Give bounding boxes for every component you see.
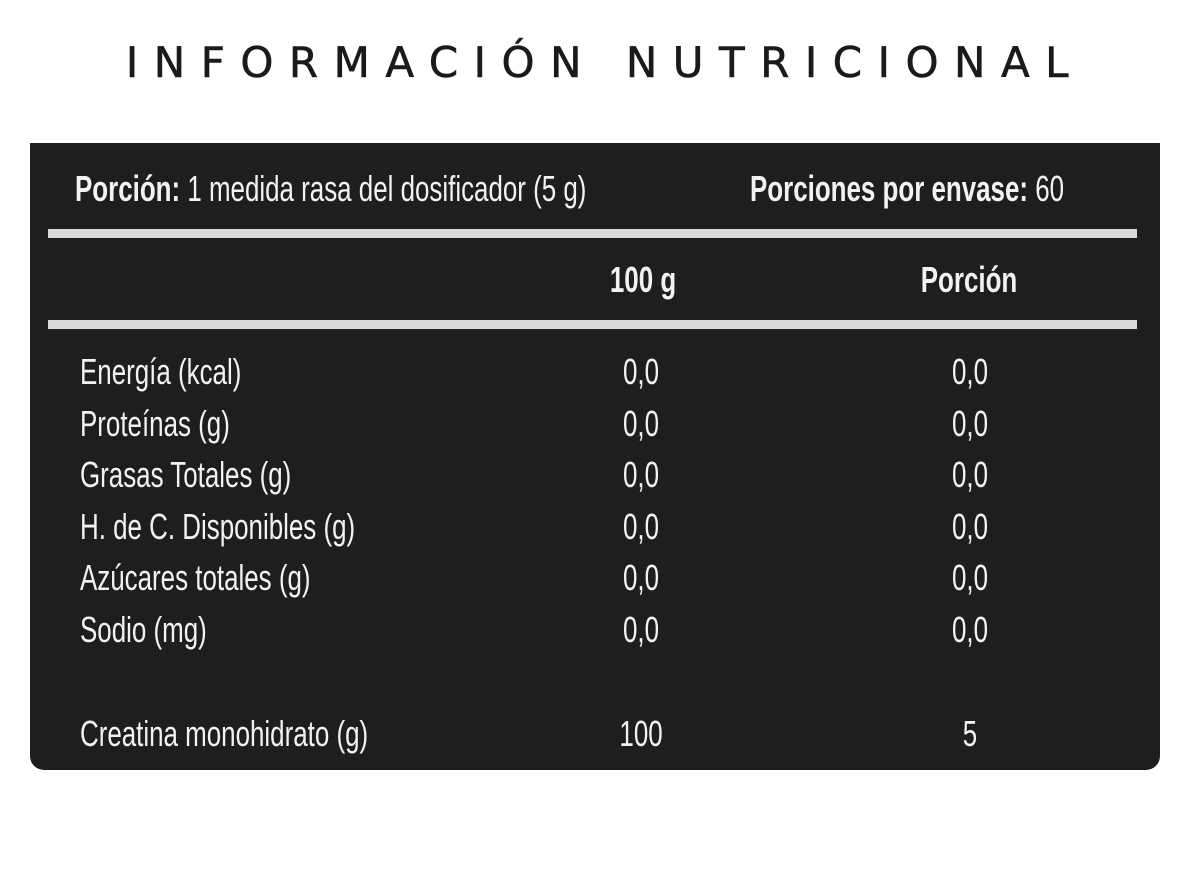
page-title: INFORMACIÓN NUTRICIONAL: [125, 38, 1085, 88]
nutrient-label: H. de C. Disponibles (g): [80, 506, 356, 547]
value-text: 5: [962, 713, 978, 754]
value-text: 0,0: [951, 351, 989, 392]
column-header-portion: Porción: [819, 260, 1119, 300]
servings-per-container-value: 60: [1028, 168, 1065, 209]
column-header-100g: 100 g: [493, 260, 793, 300]
nutrient-value-portion: 0,0: [820, 352, 1120, 392]
serving-size-label: Porción:: [75, 168, 181, 209]
nutrient-label: Creatina monohidrato (g): [80, 713, 369, 754]
value-text: 0,0: [622, 403, 660, 444]
nutrition-facts-panel: Porción: 1 medida rasa del dosificador (…: [30, 143, 1160, 770]
value-text: 0,0: [951, 454, 989, 495]
nutrient-value-portion: 5: [820, 714, 1120, 754]
nutrient-label: Sodio (mg): [80, 609, 207, 650]
divider-top: [48, 229, 1137, 238]
value-text: 0,0: [622, 609, 660, 650]
serving-size-value: 1 medida rasa del dosificador (5 g): [180, 168, 587, 209]
nutrient-value-portion: 0,0: [820, 610, 1120, 650]
serving-size: Porción: 1 medida rasa del dosificador (…: [75, 169, 586, 209]
value-text: 0,0: [622, 506, 660, 547]
nutrient-label: Proteínas (g): [80, 403, 230, 444]
nutrient-value-portion: 0,0: [820, 455, 1120, 495]
nutrient-value-100g: 0,0: [491, 610, 791, 650]
servings-per-container-label: Porciones por envase:: [750, 168, 1029, 209]
value-text: 0,0: [951, 609, 989, 650]
column-header-100g-label: 100 g: [609, 259, 677, 300]
value-text: 0,0: [951, 557, 989, 598]
nutrient-value-100g: 0,0: [491, 507, 791, 547]
column-header-portion-label: Porción: [920, 259, 1018, 300]
value-text: 0,0: [622, 454, 660, 495]
divider-header: [48, 320, 1137, 329]
nutrient-value-100g: 100: [491, 714, 791, 754]
nutrient-value-100g: 0,0: [491, 352, 791, 392]
nutrient-label: Energía (kcal): [80, 351, 242, 392]
value-text: 0,0: [951, 403, 989, 444]
value-text: 0,0: [951, 506, 989, 547]
nutrient-value-100g: 0,0: [491, 404, 791, 444]
nutrient-value-portion: 0,0: [820, 507, 1120, 547]
value-text: 0,0: [622, 351, 660, 392]
nutrient-label: Grasas Totales (g): [80, 454, 292, 495]
value-text: 0,0: [622, 557, 660, 598]
servings-per-container: Porciones por envase: 60: [750, 169, 1064, 209]
value-text: 100: [619, 713, 663, 754]
nutrient-value-100g: 0,0: [491, 455, 791, 495]
nutrient-value-100g: 0,0: [491, 558, 791, 598]
nutrient-label: Azúcares totales (g): [80, 557, 311, 598]
nutrient-value-portion: 0,0: [820, 558, 1120, 598]
nutrient-value-portion: 0,0: [820, 404, 1120, 444]
